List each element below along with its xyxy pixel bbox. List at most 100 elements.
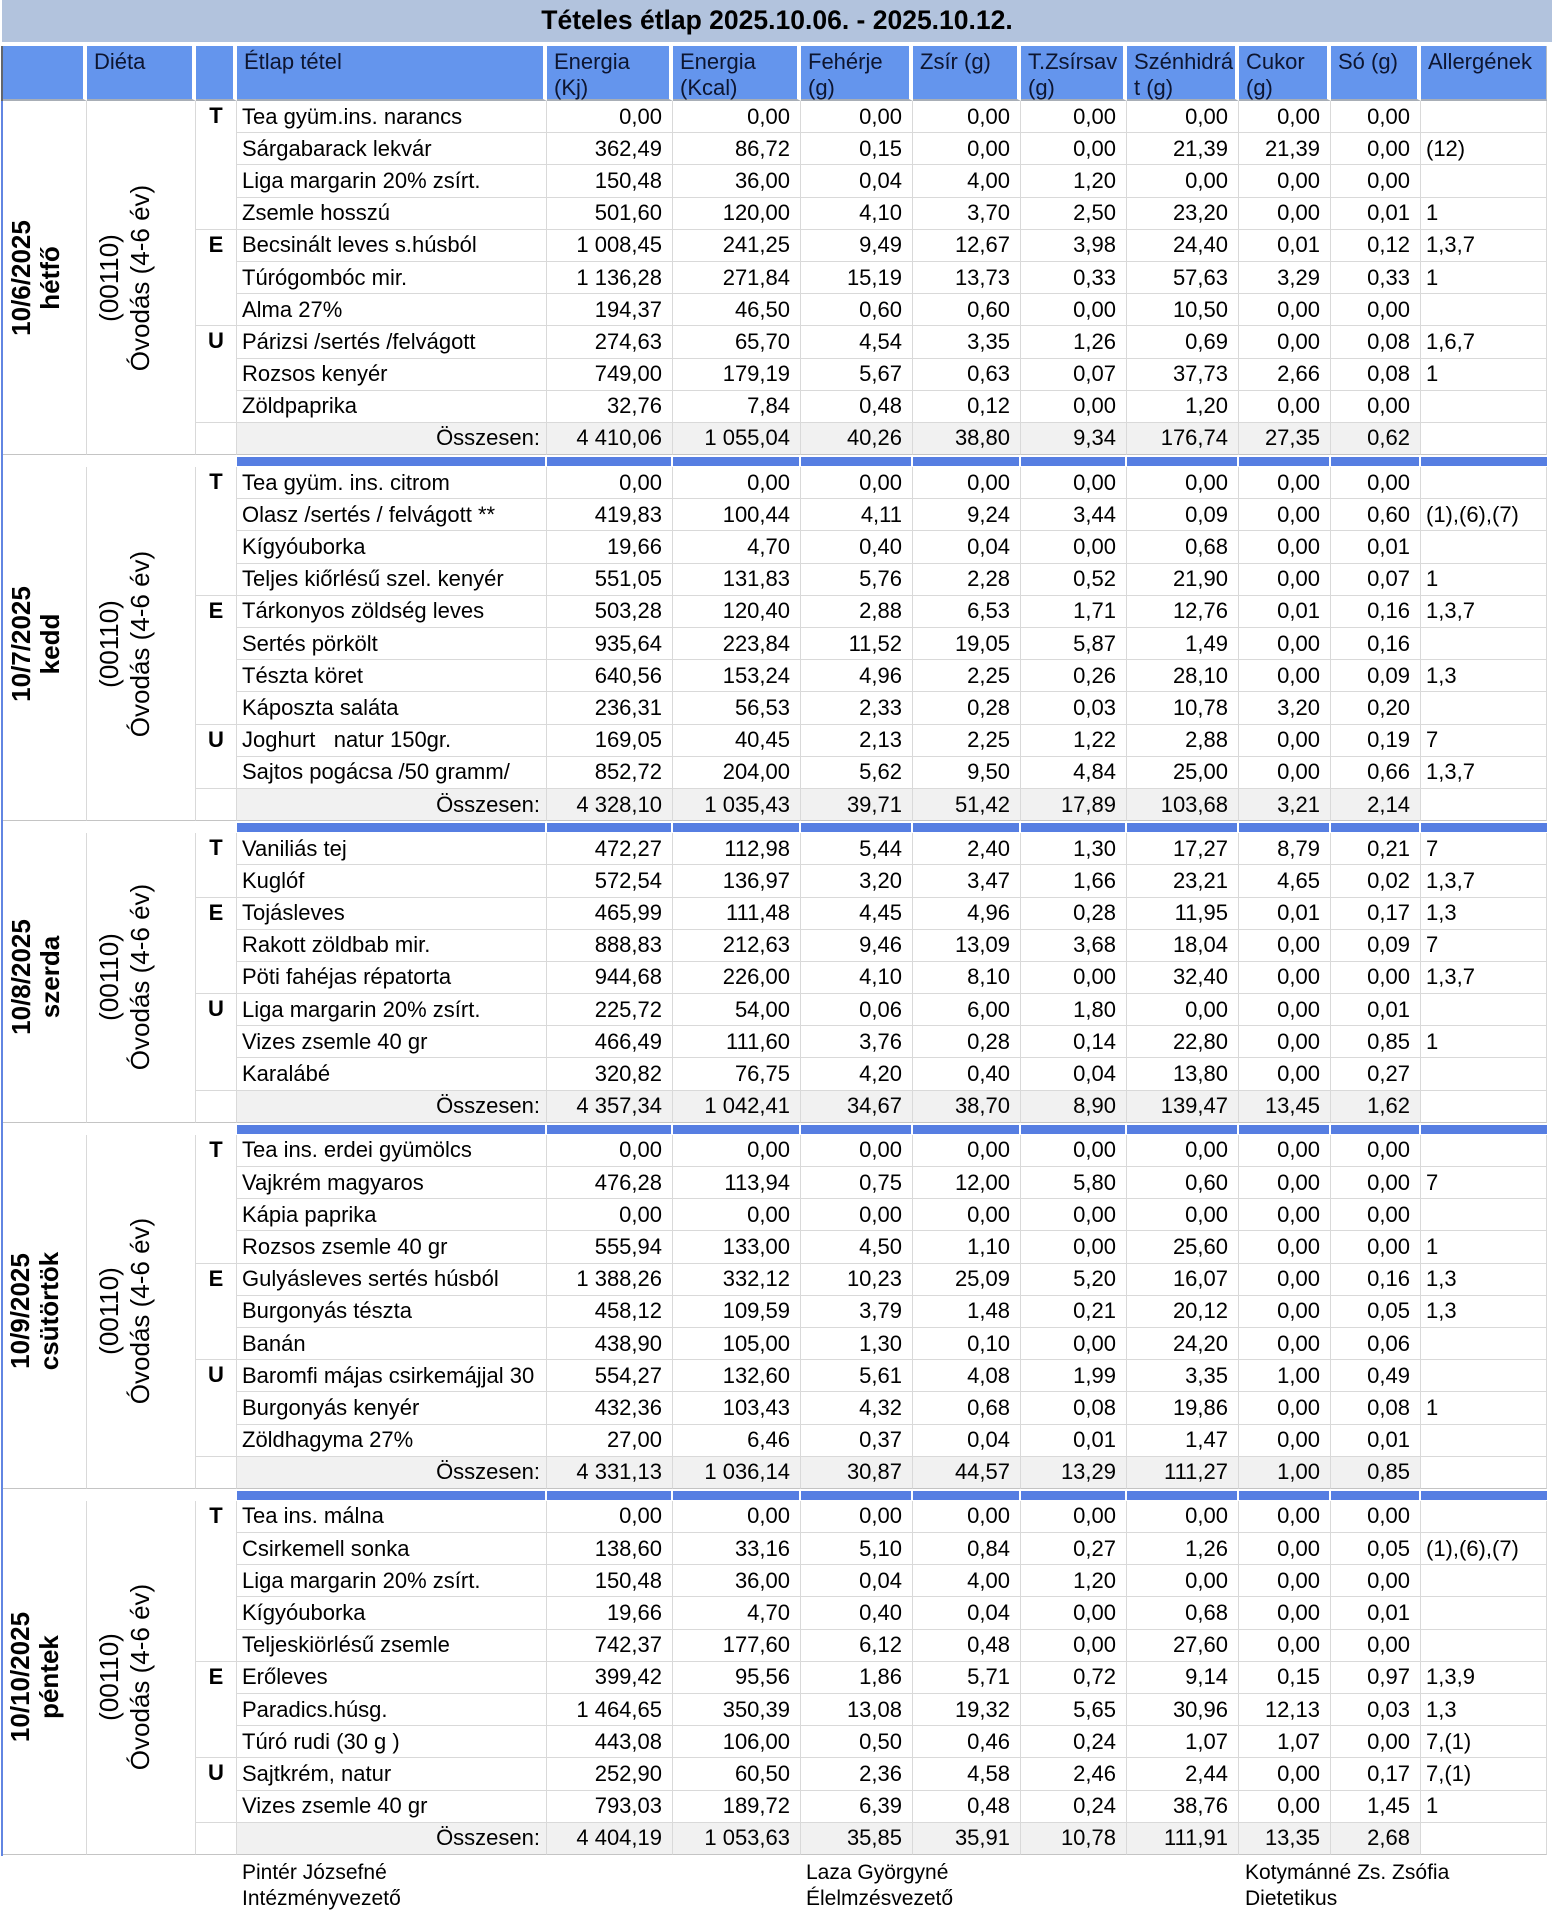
nutrition-value: 0,00 [547, 101, 673, 134]
diet-label: (00110) Óvodás (4-6 év) [94, 1584, 156, 1770]
day-date: 10/7/2025 [5, 585, 36, 702]
nutrition-value: 86,72 [673, 133, 801, 166]
nutrition-value: 13,08 [801, 1694, 913, 1727]
nutrition-value: 1,49 [1127, 628, 1239, 661]
nutrition-value: 19,86 [1127, 1392, 1239, 1425]
diet-code: (00110) [94, 933, 124, 1022]
nutrition-value: 37,73 [1127, 358, 1239, 391]
nutrition-value: 0,07 [1331, 563, 1421, 596]
nutrition-value: 2,40 [913, 833, 1021, 866]
nutrition-value: 0,00 [547, 1500, 673, 1534]
nutrition-value: 0,00 [1239, 1790, 1331, 1823]
nutrition-value: 0,00 [1239, 1500, 1331, 1534]
nutrition-value: 5,10 [801, 1533, 913, 1566]
totals-value: 1,62 [1331, 1090, 1421, 1123]
allergen-value [1421, 101, 1547, 134]
nutrition-value: 0,20 [1331, 692, 1421, 725]
totals-label: Összesen: [237, 1456, 547, 1489]
nutrition-value: 0,00 [1021, 1327, 1127, 1361]
nutrition-value: 21,90 [1127, 563, 1239, 596]
meal-marker: U [196, 994, 237, 1091]
menu-item-name: Zöldpaprika [237, 390, 547, 423]
nutrition-value: 0,97 [1331, 1661, 1421, 1694]
nutrition-value: 4,45 [801, 897, 913, 930]
nutrition-value: 5,76 [801, 563, 913, 596]
nutrition-value: 0,00 [1239, 563, 1331, 596]
nutrition-value: 944,68 [547, 961, 673, 995]
day-separator-bar [1127, 821, 1239, 834]
totals-value: 1 036,14 [673, 1456, 801, 1489]
day-label: 10/9/2025 csütörtök [6, 1252, 65, 1370]
nutrition-value: 23,20 [1127, 197, 1239, 230]
nutrition-value: 177,60 [673, 1629, 801, 1662]
diet-cell: (00110) Óvodás (4-6 év) [87, 101, 196, 456]
nutrition-value: 0,00 [1021, 294, 1127, 327]
nutrition-value: 12,67 [913, 229, 1021, 262]
header-line: Só (g) [1338, 49, 1398, 74]
nutrition-value: 4,54 [801, 326, 913, 359]
day-weekday: kedd [34, 613, 65, 674]
nutrition-value: 236,31 [547, 692, 673, 725]
nutrition-value: 0,00 [1239, 165, 1331, 198]
nutrition-value: 0,00 [1239, 929, 1331, 962]
nutrition-value: 2,46 [1021, 1758, 1127, 1791]
nutrition-value: 0,00 [1239, 1565, 1331, 1598]
meal-marker: T [196, 1500, 237, 1662]
totals-value: 4 328,10 [547, 788, 673, 822]
day-weekday: szerda [34, 936, 65, 1019]
header-value-column: Fehérje (g) [801, 46, 913, 101]
totals-value: 51,42 [913, 788, 1021, 822]
separator-left [87, 1488, 196, 1501]
nutrition-value: 0,00 [801, 467, 913, 500]
nutrition-value: 131,83 [673, 563, 801, 596]
nutrition-value: 32,40 [1127, 961, 1239, 995]
nutrition-value: 0,52 [1021, 563, 1127, 596]
nutrition-value: 33,16 [673, 1533, 801, 1566]
nutrition-value: 2,25 [913, 724, 1021, 757]
nutrition-value: 3,20 [1239, 692, 1331, 725]
header-line: (g) [808, 75, 835, 100]
nutrition-value: 0,14 [1021, 1026, 1127, 1059]
separator-left [3, 821, 87, 834]
nutrition-value: 0,00 [1239, 1199, 1331, 1232]
diet-code: (00110) [94, 599, 124, 688]
nutrition-value: 3,35 [913, 326, 1021, 359]
nutrition-value: 0,21 [1331, 833, 1421, 866]
allergen-value [1421, 1360, 1547, 1393]
nutrition-value: 399,42 [547, 1661, 673, 1694]
nutrition-value: 271,84 [673, 261, 801, 295]
nutrition-value: 24,40 [1127, 229, 1239, 262]
nutrition-value: 5,65 [1021, 1694, 1127, 1727]
totals-allergen [1421, 1456, 1547, 1489]
separator-left [87, 455, 196, 468]
nutrition-value: 0,49 [1331, 1360, 1421, 1393]
totals-value: 176,74 [1127, 422, 1239, 456]
day-separator-bar [1127, 455, 1239, 468]
header-value-column: Cukor (g) [1239, 46, 1331, 101]
nutrition-value: 640,56 [547, 660, 673, 693]
day-cell: 10/7/2025 kedd [3, 467, 87, 822]
nutrition-value: 5,80 [1021, 1167, 1127, 1200]
nutrition-value: 12,00 [913, 1167, 1021, 1200]
nutrition-value: 5,61 [801, 1360, 913, 1393]
nutrition-value: 0,00 [1239, 467, 1331, 500]
day-separator-bar [1331, 1488, 1421, 1501]
nutrition-value: 0,00 [1239, 1231, 1331, 1264]
nutrition-value: 4,08 [913, 1360, 1021, 1393]
nutrition-value: 21,39 [1127, 133, 1239, 166]
nutrition-value: 0,01 [1331, 1424, 1421, 1457]
nutrition-value: 0,21 [1021, 1295, 1127, 1328]
allergen-value [1421, 1058, 1547, 1091]
nutrition-value: 0,00 [1331, 165, 1421, 198]
separator-left [196, 1122, 237, 1135]
day-separator-bar [1239, 455, 1331, 468]
totals-value: 35,85 [801, 1822, 913, 1855]
meal-marker: E [196, 229, 237, 327]
nutrition-value: 113,94 [673, 1167, 801, 1200]
nutrition-value: 1 136,28 [547, 261, 673, 295]
nutrition-value: 2,13 [801, 724, 913, 757]
day-separator-bar [547, 1488, 673, 1501]
menu-item-name: Kuglóf [237, 865, 547, 898]
nutrition-value: 0,00 [913, 467, 1021, 500]
menu-item-name: Karalábé [237, 1058, 547, 1091]
